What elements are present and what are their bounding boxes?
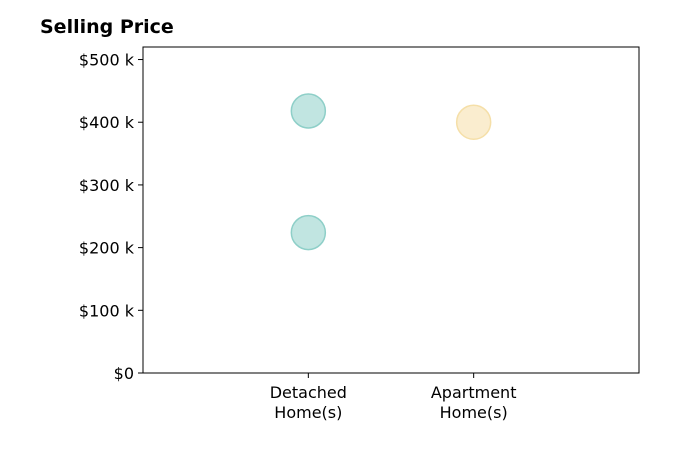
chart-title: Selling Price — [40, 16, 174, 38]
data-point — [290, 214, 327, 251]
y-tick-label: $300 k — [79, 176, 135, 195]
x-tick-label: Home(s) — [274, 403, 342, 422]
x-tick-label: Home(s) — [440, 403, 508, 422]
plot-frame — [142, 46, 640, 374]
y-axis: $0 $100 k $200 k $300 k $400 k $500 k — [79, 51, 143, 383]
y-tick-label: $0 — [114, 364, 134, 383]
y-tick-label: $400 k — [79, 113, 135, 132]
y-tick-label: $200 k — [79, 239, 135, 258]
data-points — [290, 93, 492, 251]
y-tick-label: $500 k — [79, 51, 135, 70]
data-point — [290, 93, 327, 129]
x-tick-label: Apartment — [431, 383, 517, 402]
x-tick-label: Detached — [270, 383, 347, 402]
data-point — [455, 104, 492, 140]
y-tick-label: $100 k — [79, 301, 135, 320]
